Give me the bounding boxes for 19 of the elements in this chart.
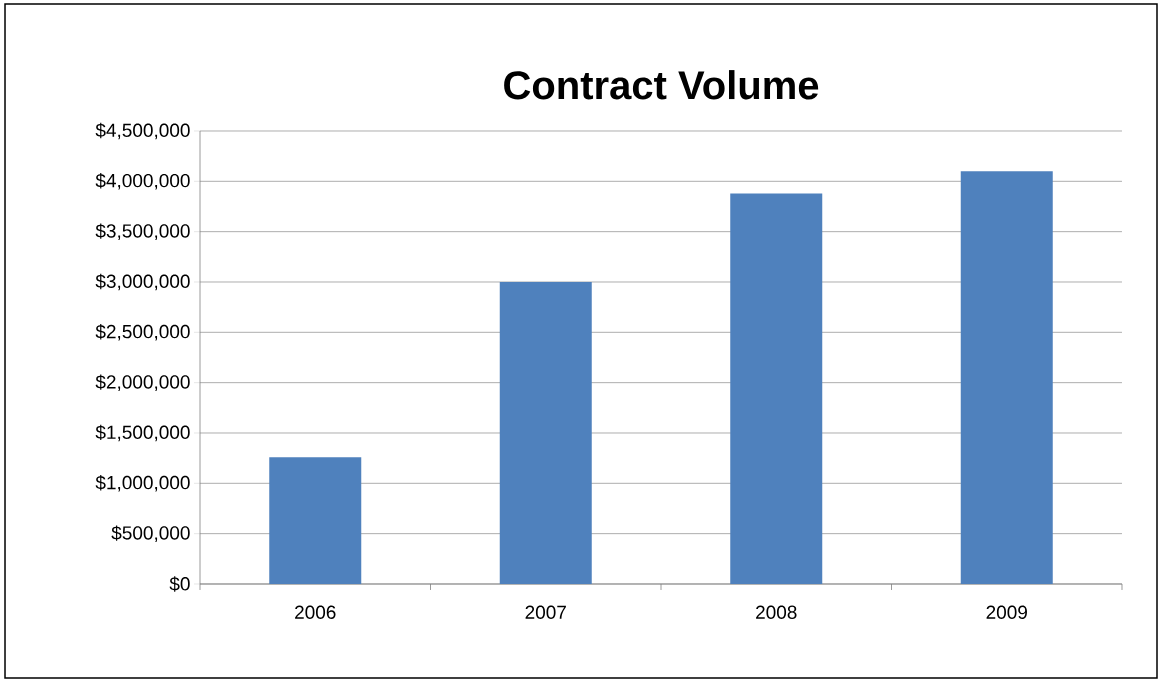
bar — [499, 281, 592, 584]
x-tick-label: 2006 — [295, 605, 336, 619]
x-tick-label: 2008 — [756, 605, 797, 619]
chart-title: Contract Volume — [504, 70, 819, 100]
y-tick-label: $4,500,000 — [95, 122, 190, 140]
y-tick-label: $0 — [169, 576, 190, 592]
bar — [960, 171, 1053, 584]
y-tick-label: $3,000,000 — [95, 273, 190, 291]
y-tick-label: $3,500,000 — [95, 223, 190, 240]
y-tick-label: $500,000 — [111, 525, 190, 542]
x-tick-label: 2007 — [525, 605, 566, 619]
bar — [269, 457, 362, 584]
y-tick-label: $4,000,000 — [95, 173, 190, 190]
y-tick-label: $2,000,000 — [95, 374, 190, 391]
x-tick-label: 2009 — [986, 605, 1027, 619]
y-tick-label: $1,000,000 — [95, 475, 190, 492]
y-tick-label: $1,500,000 — [95, 424, 190, 442]
bar — [730, 193, 823, 584]
y-tick-label: $2,500,000 — [95, 324, 190, 341]
